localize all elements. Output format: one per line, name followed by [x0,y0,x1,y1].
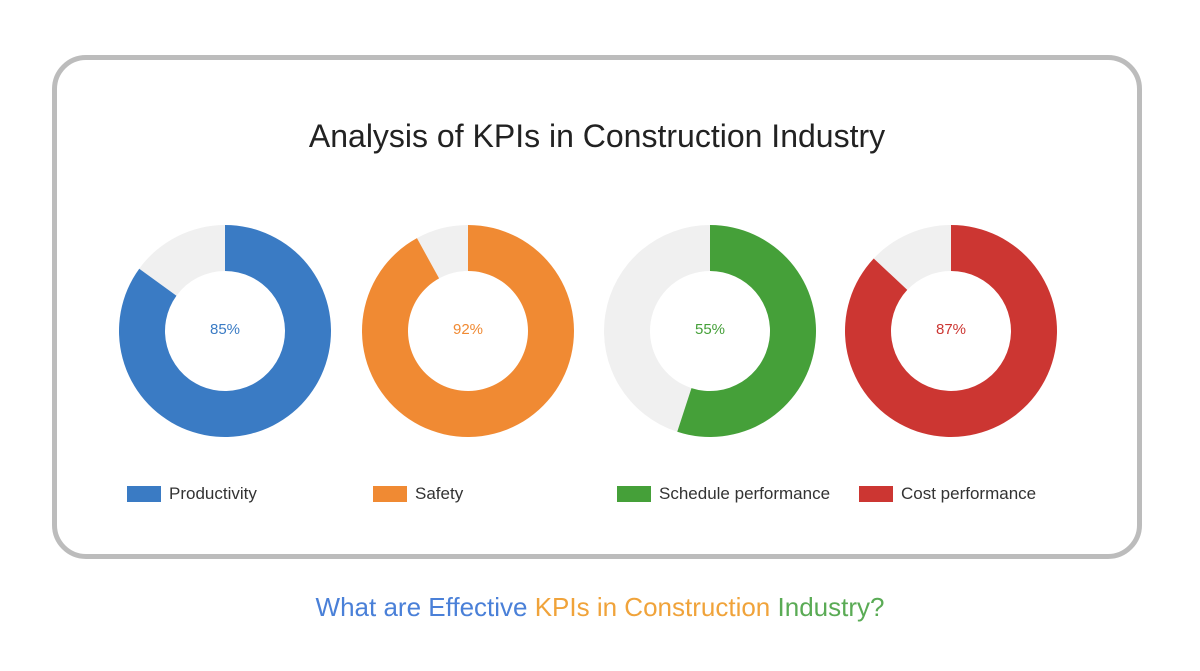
donut-value-arc [845,225,1057,437]
donut-remainder-arc [873,225,951,290]
donut-value-label: 85% [209,321,241,338]
legend-item-cost-performance: Cost performance [859,483,1036,505]
chart-title: Analysis of KPIs in Construction Industr… [308,118,886,154]
legend-swatch [617,486,651,502]
legend-label: Schedule performance [659,484,831,503]
caption-part-2: KPIs in Construction [534,592,771,622]
donut-schedule-performance-svg [604,225,816,437]
legend-swatch [127,486,161,502]
donut-value-arc [119,225,331,437]
donut-value-arc [677,225,816,437]
chart-card: Analysis of KPIs in Construction Industr… [52,55,1142,559]
donut-value-label: 92% [452,321,484,338]
donut-safety: 92% [362,225,574,437]
legend-item-productivity: Productivity [127,483,257,505]
legend-item-safety: Safety [373,483,463,505]
donut-remainder-arc [416,225,468,279]
caption-part-3: Industry? [770,592,885,622]
donut-value-arc [362,225,574,437]
donut-productivity-svg [119,225,331,437]
donut-safety-svg [362,225,574,437]
donut-productivity: 85% [119,225,331,437]
page-caption: What are Effective KPIs in Construction … [0,592,1200,623]
legend-swatch [373,486,407,502]
legend-swatch [859,486,893,502]
donut-schedule-performance: 55% [604,225,816,437]
donut-remainder-arc [604,225,710,432]
legend-label: Cost performance [901,484,1037,503]
legend-label: Safety [415,484,464,503]
donut-value-label: 55% [694,321,726,338]
legend-label: Productivity [169,484,257,503]
donut-cost-performance: 87% [845,225,1057,437]
donut-remainder-arc [139,225,225,296]
legend-item-schedule-performance: Schedule performance [617,483,830,505]
caption-part-1: What are Effective [315,592,535,622]
donut-value-label: 87% [935,321,967,338]
donut-cost-performance-svg [845,225,1057,437]
